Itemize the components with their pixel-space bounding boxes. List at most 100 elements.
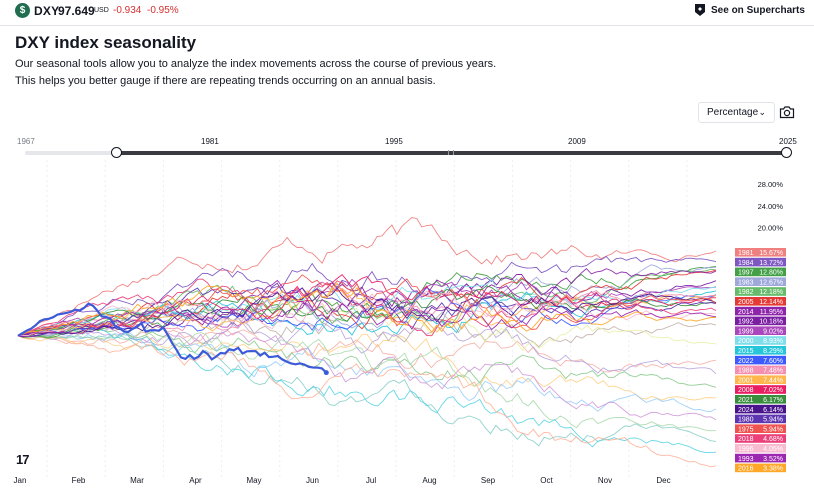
legend-year-label: 2018 (738, 436, 754, 443)
legend-item-1996: 1996 4.05% (735, 444, 786, 453)
legend-year-label: 2021 (738, 397, 754, 404)
legend-swatch (735, 355, 786, 365)
y-tick-label: 24.00% (758, 202, 784, 211)
legend-item-1993: 1993 3.52% (735, 453, 786, 463)
legend-item-2018: 2018 4.68% (735, 434, 786, 443)
legend-year-label: 2008 (738, 387, 754, 394)
dollar-icon: $ (15, 3, 30, 18)
chart-grid (46, 160, 688, 478)
series-line-1988 (17, 281, 717, 337)
legend-item-2015: 2015 8.29% (735, 346, 786, 355)
timeline-track-unselected[interactable] (25, 151, 116, 155)
legend-swatch (735, 316, 786, 326)
legend-item-1981: 1981 15.67% (735, 248, 786, 257)
legend-item-1999: 1999 9.02% (735, 326, 786, 335)
chart-axes: Jan Feb Mar Apr May Jun Jul Aug Sep Oct Nov Dec 28.0… (14, 180, 784, 485)
series-line-1993 (17, 279, 717, 337)
camera-icon[interactable] (779, 105, 795, 119)
legend-year-label: 1993 (738, 456, 754, 463)
legend-value-label: 13.72% (759, 260, 783, 267)
x-tick-label: Feb (72, 476, 86, 485)
legend-swatch (735, 404, 786, 414)
legend-value-label: 7.02% (763, 387, 783, 394)
x-tick-label: Aug (422, 476, 436, 485)
legend-swatch (735, 395, 786, 404)
legend-swatch (735, 346, 786, 355)
legend-year-label: 1982 (738, 289, 754, 296)
timeline-start-label: 1967 (17, 137, 35, 146)
legend-year-label: 2024 (738, 407, 754, 414)
legend-item-1980: 1980 5.94% (735, 414, 786, 424)
x-tick-label: Sep (481, 476, 496, 485)
page-description-line-2: This helps you better gauge if there are… (15, 75, 436, 87)
chart-legend: 1981 15.67% 1984 13.72% 1997 12.80% 1983 12.67%… (735, 248, 786, 473)
legend-value-label: 12.80% (759, 270, 783, 277)
legend-year-label: 1992 (738, 319, 754, 326)
legend-value-label: 6.17% (763, 397, 783, 404)
legend-swatch (735, 306, 786, 316)
background-series-line (17, 328, 717, 454)
x-tick-label: Apr (189, 476, 202, 485)
legend-year-label: 1981 (738, 250, 754, 257)
legend-item-1984: 1984 13.72% (735, 257, 786, 267)
legend-item-1982: 1982 12.18% (735, 287, 786, 296)
x-tick-label: May (246, 476, 261, 485)
legend-swatch (735, 424, 786, 433)
legend-item-2008: 2008 7.02% (735, 385, 786, 394)
legend-swatch (735, 434, 786, 443)
timeline-drag-grip-icon[interactable] (448, 150, 454, 155)
legend-item-1983: 1983 12.67% (735, 277, 786, 286)
timeline-track-selected[interactable] (116, 151, 787, 155)
x-tick-label: Dec (656, 476, 670, 485)
x-tick-label: Jul (366, 476, 376, 485)
legend-item-2022: 2022 7.60% (735, 355, 786, 365)
legend-item-2000: 2000 8.93% (735, 336, 786, 345)
legend-year-label: 1999 (738, 328, 754, 335)
legend-year-label: 2022 (738, 358, 754, 365)
legend-swatch (735, 267, 786, 277)
legend-swatch (735, 248, 786, 257)
legend-item-1988: 1988 7.48% (735, 365, 786, 375)
legend-value-label: 6.14% (763, 407, 783, 414)
see-on-supercharts-link[interactable]: See on Supercharts (711, 5, 805, 16)
legend-value-label: 11.95% (760, 309, 783, 316)
current-year-endpoint (323, 370, 329, 376)
timeline-tick-label: 1995 (385, 137, 403, 146)
display-mode-dropdown[interactable]: Percentage ⌄ (698, 102, 775, 123)
legend-swatch (735, 365, 786, 375)
series-line-1996 (17, 290, 717, 337)
timeline-end-handle[interactable] (781, 147, 792, 158)
timeline-tick-label: 1981 (201, 137, 219, 146)
legend-year-label: 1983 (738, 279, 754, 286)
legend-swatch (735, 257, 786, 267)
page-title: DXY index seasonality (15, 33, 197, 52)
legend-swatch (735, 297, 786, 306)
legend-year-label: 2005 (738, 299, 754, 306)
legend-swatch (735, 463, 786, 473)
legend-year-label: 2016 (738, 466, 754, 473)
series-line-1981 (17, 217, 717, 337)
timeline-start-handle[interactable] (111, 147, 122, 158)
legend-swatch (735, 336, 786, 345)
legend-value-label: 5.94% (763, 417, 783, 424)
display-mode-label: Percentage (707, 107, 759, 118)
seasonality-chart[interactable]: Jan Feb Mar Apr May Jun Jul Aug Sep Oct Nov Dec 28.0… (0, 160, 814, 491)
series-line-1980 (17, 282, 717, 337)
x-tick-label: Nov (598, 476, 612, 485)
legend-value-label: 8.29% (763, 348, 783, 355)
supercharts-logo-icon[interactable] (693, 3, 707, 17)
legend-value-label: 4.05% (763, 446, 783, 453)
legend-value-label: 15.67% (759, 250, 783, 257)
symbol-header: $ DXY 97.649 USD -0.934 -0.95% See on Su… (0, 0, 814, 24)
legend-year-label: 1988 (738, 368, 754, 375)
background-series-line (17, 335, 717, 468)
legend-item-2014: 2014 11.95% (735, 306, 786, 316)
legend-swatch (735, 277, 786, 286)
legend-value-label: 3.52% (763, 456, 783, 463)
series-line-2018 (17, 278, 717, 337)
symbol-name[interactable]: DXY (34, 4, 60, 18)
chart-series-lines (17, 217, 717, 468)
legend-item-2016: 2016 3.38% (735, 463, 786, 473)
background-series-line (17, 333, 717, 447)
current-year-line (17, 302, 328, 374)
